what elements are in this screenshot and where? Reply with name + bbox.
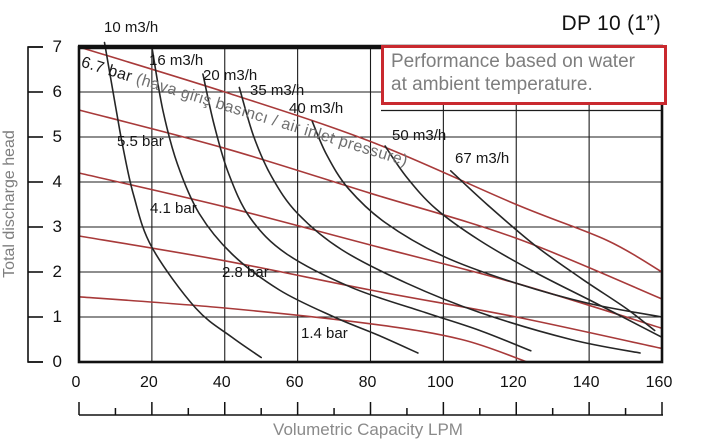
curve-67-m3-h [449, 170, 656, 332]
curve-label-50m3h: 50 m3/h [392, 127, 447, 144]
y-tick-label-4: 4 [52, 172, 62, 191]
curve-35-m3-h [238, 86, 641, 354]
curve-1-4-bar [78, 296, 528, 363]
y-tick-label-2: 2 [52, 262, 62, 281]
y-tick-label-6: 6 [52, 82, 62, 101]
curve-50-m3-h [384, 145, 663, 339]
note-box: Performance based on water at ambient te… [381, 45, 667, 105]
curve-label-4-1bar: 4.1 bar [150, 200, 197, 217]
curve-label-67m3h: 67 m3/h [455, 150, 510, 167]
x-axis-title: Volumetric Capacity LPM [273, 420, 463, 439]
curve-6-7-bar [78, 46, 663, 273]
curve-label-16m3h: 16 m3/h [149, 52, 204, 69]
curve-16-m3-h [151, 46, 419, 354]
x-tick-label-120: 120 [499, 374, 527, 391]
x-tick-label-100: 100 [427, 374, 454, 391]
curve-label-10m3h: 10 m3/h [104, 19, 159, 36]
axis-brackets [27, 46, 663, 416]
y-tick-label-3: 3 [52, 217, 62, 236]
curve-label-40m3h: 40 m3/h [289, 100, 344, 117]
y-tick-label-7: 7 [52, 37, 62, 56]
y-tick-label-0: 0 [52, 352, 62, 371]
curve-label-20m3h: 20 m3/h [203, 67, 258, 84]
note-line-1: Performance based on water [391, 51, 635, 72]
y-axis-title: Total discharge head [1, 130, 18, 278]
x-tick-label-0: 0 [71, 374, 81, 391]
performance-curves [78, 41, 663, 363]
y-tick-label-5: 5 [52, 127, 62, 146]
curve-label-1-4bar: 1.4 bar [301, 325, 348, 342]
x-tick-label-80: 80 [358, 374, 377, 391]
curve-2-8-bar [78, 235, 663, 350]
curve-label-5-5bar: 5.5 bar [117, 133, 164, 150]
x-tick-label-140: 140 [572, 374, 600, 391]
x-tick-label-20: 20 [139, 374, 158, 391]
curve-40-m3-h [311, 120, 663, 318]
curve-label-35m3h: 35 m3/h [250, 82, 305, 99]
note-line-2: at ambient temperature. [391, 74, 593, 95]
x-tick-label-160: 160 [645, 374, 673, 391]
curve-label-2-8bar: 2.8 bar [222, 264, 269, 281]
x-tick-label-60: 60 [285, 374, 304, 391]
y-tick-label-1: 1 [52, 307, 62, 326]
curve-10-m3-h [103, 41, 262, 359]
x-tick-label-40: 40 [212, 374, 231, 391]
curve-5-5-bar [78, 109, 663, 300]
curve-20-m3-h [202, 73, 532, 352]
page-title: DP 10 (1”) [561, 12, 661, 35]
